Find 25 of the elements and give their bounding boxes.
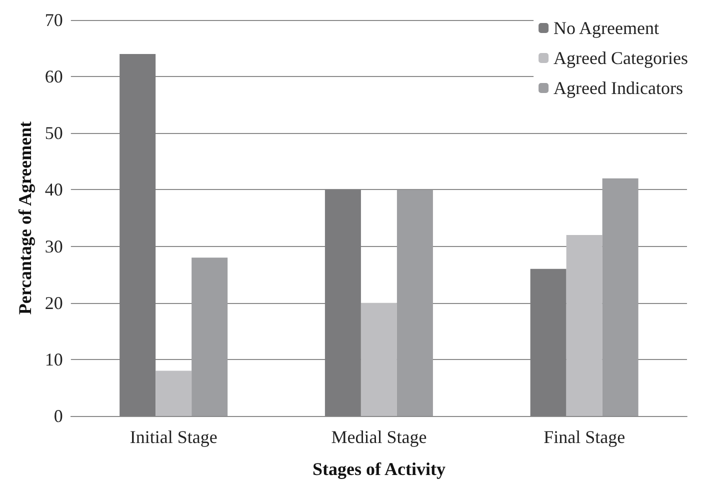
x-tick-label: Initial Stage <box>130 427 218 447</box>
bar <box>192 258 228 416</box>
y-tick-label: 50 <box>44 123 63 144</box>
bar <box>396 190 433 416</box>
y-tick-label: 40 <box>44 180 63 200</box>
y-axis-title: Percantage of Agreement <box>15 121 35 315</box>
bar <box>120 54 156 416</box>
x-tick-label: Final Stage <box>544 427 626 447</box>
bar <box>324 190 361 416</box>
legend-label: Agreed Indicators <box>554 78 684 98</box>
x-axis-title: Stages of Activity <box>312 459 446 479</box>
y-tick-label: 10 <box>44 349 63 370</box>
y-tick-label: 20 <box>44 292 63 313</box>
legend-label: Agreed Categories <box>554 48 688 68</box>
bar <box>566 234 602 416</box>
bar <box>156 370 192 416</box>
y-tick-label: 60 <box>44 66 63 87</box>
y-tick-label: 70 <box>44 10 63 30</box>
bar <box>530 268 566 416</box>
bar <box>602 178 638 416</box>
x-tick-label: Medial Stage <box>331 427 427 447</box>
y-tick-label: 0 <box>54 406 63 426</box>
bar <box>360 302 397 416</box>
legend-label: No Agreement <box>554 18 660 38</box>
y-tick-label: 30 <box>44 236 63 256</box>
